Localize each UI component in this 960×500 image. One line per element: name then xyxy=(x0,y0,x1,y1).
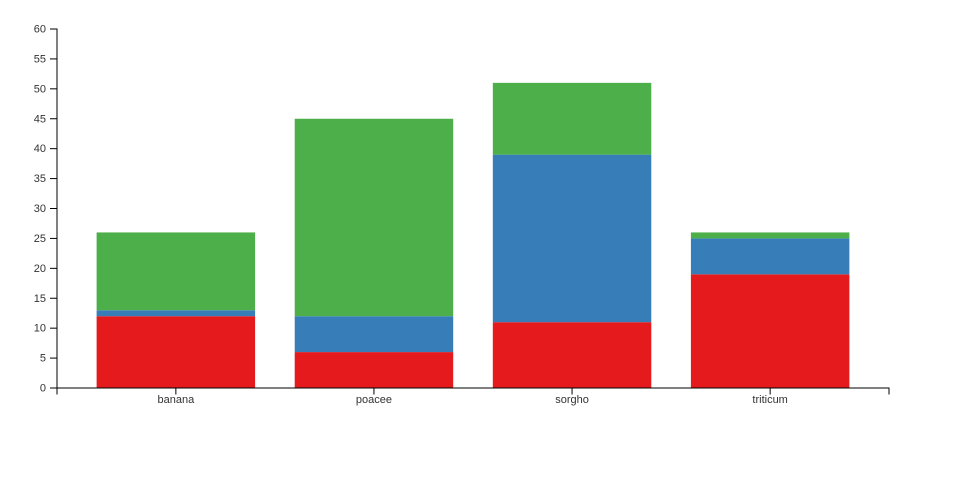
y-tick-label: 20 xyxy=(34,263,46,275)
x-axis: banana poacee sorgho triticum xyxy=(56,387,890,406)
x-tick-label-banana: banana xyxy=(157,394,195,406)
y-tick-label: 40 xyxy=(34,143,46,155)
y-tick-label: 10 xyxy=(34,323,46,335)
y-tick-label: 55 xyxy=(34,53,46,65)
bar-banana xyxy=(96,232,256,388)
bar-segment-triticum-green xyxy=(690,232,850,239)
bars-group xyxy=(96,82,850,388)
y-tick-label: 25 xyxy=(34,233,46,245)
y-tick-label: 5 xyxy=(40,353,46,365)
bar-segment-sorgho-red xyxy=(492,322,652,388)
x-tick-label-sorgho: sorgho xyxy=(555,394,589,406)
bar-segment-triticum-blue xyxy=(690,238,850,275)
bar-segment-triticum-red xyxy=(690,274,850,388)
bar-segment-banana-red xyxy=(96,316,256,388)
bar-segment-banana-green xyxy=(96,232,256,311)
bar-poacee xyxy=(294,118,454,388)
y-tick-label: 45 xyxy=(34,113,46,125)
bar-segment-poacee-red xyxy=(294,352,454,388)
bar-segment-banana-blue xyxy=(96,310,256,317)
bar-segment-sorgho-blue xyxy=(492,154,652,323)
y-tick-label: 60 xyxy=(34,24,46,36)
bar-segment-sorgho-green xyxy=(492,82,652,155)
y-tick-label: 30 xyxy=(34,203,46,215)
x-tick-label-triticum: triticum xyxy=(752,394,787,406)
y-tick-label: 15 xyxy=(34,293,46,305)
bar-segment-poacee-green xyxy=(294,118,454,317)
bar-segment-poacee-blue xyxy=(294,316,454,353)
bar-sorgho xyxy=(492,82,652,388)
y-tick-label: 35 xyxy=(34,173,46,185)
y-axis: 0 5 10 15 20 25 30 35 40 45 50 55 60 xyxy=(34,24,58,395)
y-tick-label: 0 xyxy=(40,383,46,395)
y-tick-label: 50 xyxy=(34,83,46,95)
x-axis-domain xyxy=(56,387,890,395)
x-tick-label-poacee: poacee xyxy=(356,394,392,406)
bar-triticum xyxy=(690,232,850,388)
